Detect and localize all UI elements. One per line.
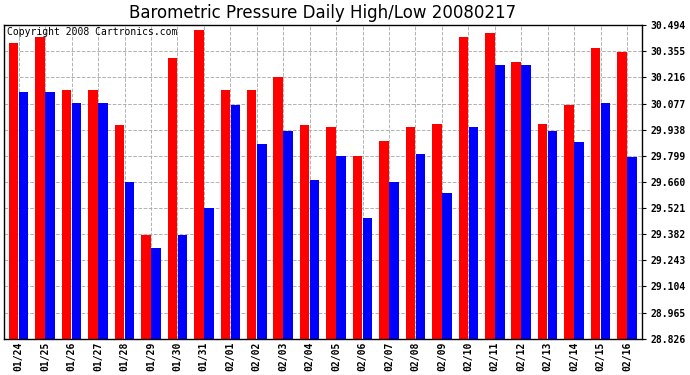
Bar <box>230 105 240 339</box>
Bar <box>485 33 495 339</box>
Bar <box>151 248 161 339</box>
Bar <box>257 144 266 339</box>
Bar <box>284 131 293 339</box>
Bar <box>168 58 177 339</box>
Bar <box>88 90 98 339</box>
Bar <box>247 90 257 339</box>
Bar <box>574 142 584 339</box>
Bar <box>125 182 135 339</box>
Bar <box>336 156 346 339</box>
Bar <box>380 141 388 339</box>
Bar <box>221 90 230 339</box>
Bar <box>548 131 558 339</box>
Bar <box>601 103 611 339</box>
Title: Barometric Pressure Daily High/Low 20080217: Barometric Pressure Daily High/Low 20080… <box>129 4 516 22</box>
Bar <box>564 105 574 339</box>
Bar <box>459 37 468 339</box>
Bar <box>511 62 521 339</box>
Bar <box>9 43 19 339</box>
Bar <box>326 128 336 339</box>
Bar <box>415 154 425 339</box>
Bar <box>495 65 504 339</box>
Bar <box>46 92 55 339</box>
Bar <box>62 90 71 339</box>
Bar <box>469 128 478 339</box>
Bar <box>389 182 399 339</box>
Bar <box>115 126 124 339</box>
Bar <box>19 92 28 339</box>
Bar <box>432 124 442 339</box>
Bar <box>522 65 531 339</box>
Bar <box>618 52 627 339</box>
Bar <box>310 180 319 339</box>
Bar <box>442 193 452 339</box>
Bar <box>363 217 373 339</box>
Bar <box>72 103 81 339</box>
Bar <box>98 103 108 339</box>
Bar <box>177 234 187 339</box>
Bar <box>204 208 214 339</box>
Bar <box>353 156 362 339</box>
Bar <box>627 158 637 339</box>
Bar <box>141 234 150 339</box>
Bar <box>300 126 309 339</box>
Bar <box>406 128 415 339</box>
Bar <box>35 37 45 339</box>
Bar <box>591 48 600 339</box>
Bar <box>273 76 283 339</box>
Bar <box>538 124 547 339</box>
Bar <box>194 30 204 339</box>
Text: Copyright 2008 Cartronics.com: Copyright 2008 Cartronics.com <box>8 27 178 37</box>
